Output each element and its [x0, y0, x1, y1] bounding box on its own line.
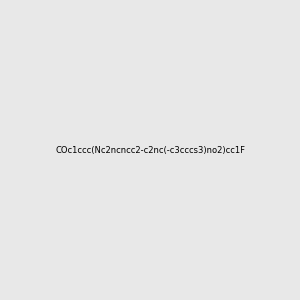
Text: COc1ccc(Nc2ncncc2-c2nc(-c3cccs3)no2)cc1F: COc1ccc(Nc2ncncc2-c2nc(-c3cccs3)no2)cc1F — [55, 146, 245, 154]
